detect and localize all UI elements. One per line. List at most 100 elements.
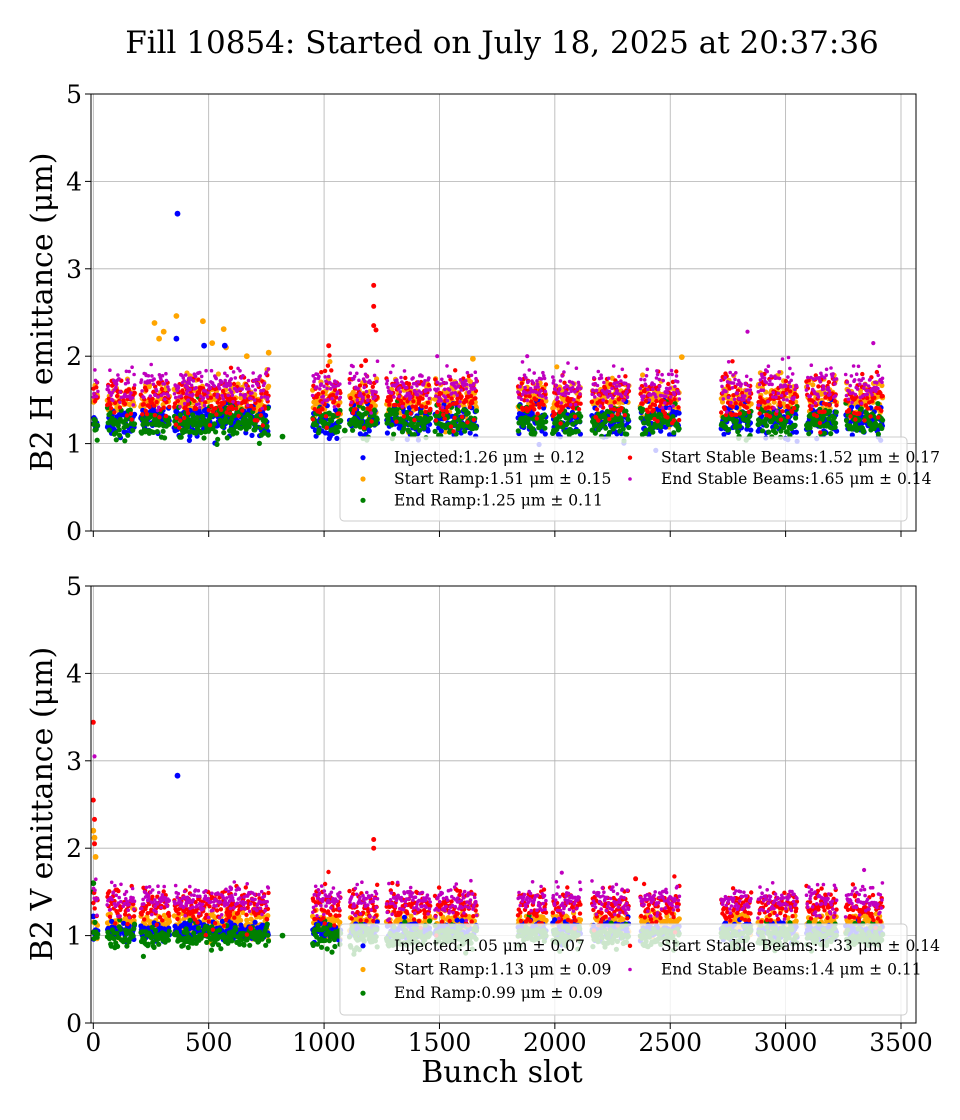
data-point bbox=[313, 377, 317, 381]
data-point bbox=[573, 402, 578, 407]
data-point bbox=[858, 406, 864, 412]
data-point bbox=[221, 397, 226, 401]
data-point bbox=[423, 404, 429, 410]
data-point bbox=[185, 385, 189, 390]
data-point bbox=[263, 395, 267, 399]
data-point bbox=[845, 380, 850, 384]
data-point bbox=[388, 398, 394, 403]
data-point bbox=[433, 418, 439, 423]
series-end-stable-beams bbox=[91, 329, 885, 415]
data-point bbox=[878, 390, 883, 396]
data-point bbox=[213, 429, 219, 435]
data-point bbox=[214, 376, 218, 381]
data-point bbox=[609, 413, 615, 418]
data-point bbox=[265, 432, 271, 438]
data-point bbox=[356, 386, 360, 391]
data-point-outlier bbox=[209, 340, 216, 346]
y-tick-label: 0 bbox=[66, 517, 82, 546]
data-point bbox=[830, 374, 835, 379]
data-point bbox=[235, 389, 239, 394]
data-point bbox=[747, 413, 753, 419]
data-point bbox=[224, 410, 229, 415]
data-point bbox=[426, 382, 431, 388]
data-point bbox=[857, 411, 862, 416]
data-point bbox=[541, 405, 547, 411]
data-point bbox=[122, 438, 128, 444]
data-point bbox=[185, 407, 190, 412]
data-point bbox=[657, 384, 662, 389]
data-point bbox=[793, 387, 797, 392]
data-point bbox=[865, 406, 871, 411]
data-point bbox=[733, 384, 738, 389]
data-point bbox=[876, 386, 880, 391]
data-point bbox=[610, 386, 614, 391]
data-point bbox=[599, 373, 603, 378]
data-point bbox=[643, 398, 649, 404]
data-point bbox=[325, 386, 329, 391]
data-point bbox=[775, 409, 779, 413]
data-point bbox=[615, 389, 619, 393]
data-point bbox=[263, 417, 269, 424]
data-point bbox=[473, 396, 478, 401]
data-point bbox=[660, 372, 664, 377]
data-point bbox=[456, 384, 461, 388]
data-point bbox=[564, 420, 571, 426]
data-point bbox=[322, 368, 328, 374]
data-point bbox=[572, 398, 576, 402]
data-point bbox=[329, 368, 334, 373]
data-point bbox=[310, 393, 315, 398]
data-point bbox=[535, 382, 540, 387]
data-point bbox=[428, 388, 432, 392]
data-point bbox=[348, 371, 353, 376]
data-point bbox=[471, 417, 477, 422]
data-point bbox=[617, 374, 621, 379]
data-point bbox=[451, 429, 456, 434]
data-point bbox=[150, 374, 154, 378]
data-point bbox=[834, 377, 839, 381]
legend-label: End Ramp:1.25 μm ± 0.11 bbox=[394, 491, 603, 509]
data-point bbox=[862, 418, 867, 423]
data-point bbox=[522, 398, 527, 403]
data-point bbox=[792, 422, 798, 428]
data-point bbox=[244, 383, 248, 388]
data-point bbox=[649, 393, 653, 397]
data-point bbox=[784, 391, 789, 396]
data-point bbox=[106, 427, 112, 433]
data-point bbox=[640, 372, 646, 378]
data-point bbox=[140, 412, 145, 417]
data-point bbox=[440, 405, 445, 410]
data-point bbox=[721, 431, 727, 437]
legend-marker bbox=[627, 455, 633, 460]
data-point bbox=[609, 393, 613, 398]
data-point bbox=[334, 435, 340, 441]
data-point bbox=[749, 377, 753, 382]
data-point bbox=[880, 393, 885, 399]
data-point bbox=[193, 430, 199, 436]
data-point bbox=[402, 369, 407, 373]
data-point bbox=[108, 368, 112, 373]
data-point bbox=[186, 437, 192, 443]
data-point bbox=[734, 371, 738, 375]
data-point bbox=[252, 398, 257, 403]
data-point bbox=[208, 386, 212, 390]
data-point bbox=[196, 377, 201, 382]
data-point bbox=[541, 370, 545, 375]
data-point bbox=[624, 381, 628, 386]
data-point bbox=[348, 396, 353, 401]
data-point bbox=[369, 411, 374, 415]
data-point bbox=[441, 412, 446, 417]
data-point bbox=[611, 364, 616, 368]
data-point bbox=[735, 429, 741, 435]
data-point bbox=[603, 425, 609, 431]
data-point bbox=[154, 389, 159, 393]
data-point bbox=[194, 386, 198, 390]
data-point bbox=[459, 388, 464, 392]
legend-marker bbox=[360, 497, 366, 503]
data-point bbox=[126, 380, 130, 385]
data-point bbox=[182, 379, 186, 383]
data-point bbox=[597, 393, 601, 397]
data-point bbox=[223, 378, 227, 383]
data-point bbox=[539, 377, 544, 381]
data-point bbox=[332, 399, 337, 404]
data-point bbox=[125, 432, 131, 438]
